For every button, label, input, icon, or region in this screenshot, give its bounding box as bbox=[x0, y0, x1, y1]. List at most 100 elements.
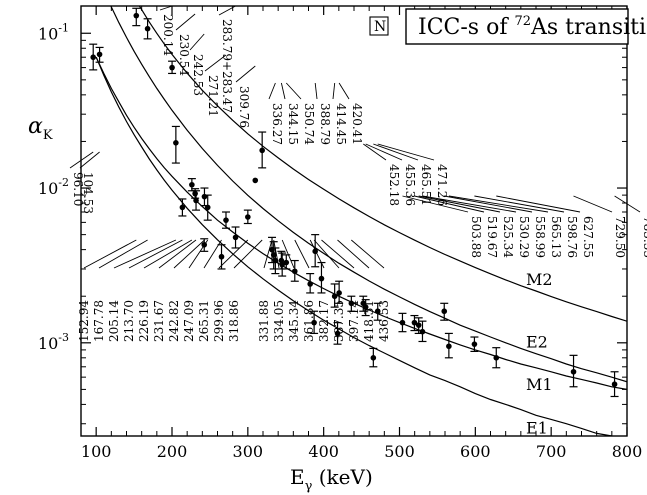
point-marker bbox=[204, 204, 211, 211]
point-marker bbox=[291, 268, 298, 275]
energy-label-lower: 387.35 bbox=[332, 300, 346, 342]
data-point bbox=[410, 314, 419, 332]
leader-line bbox=[280, 82, 286, 100]
energy-label-lower: 152.94 bbox=[77, 300, 91, 342]
corner-badge-text: N bbox=[374, 19, 386, 35]
leader-line bbox=[218, 239, 249, 269]
leader-line bbox=[373, 143, 419, 161]
point-marker bbox=[283, 259, 290, 266]
data-point bbox=[418, 320, 427, 343]
data-point bbox=[132, 7, 141, 27]
point-marker bbox=[96, 51, 103, 58]
energy-label-lower: 167.78 bbox=[92, 300, 106, 342]
data-point bbox=[143, 18, 152, 40]
leader-line bbox=[313, 239, 340, 269]
data-point bbox=[258, 131, 267, 169]
data-point bbox=[317, 261, 326, 294]
energy-label-upper: 200.14 bbox=[161, 14, 175, 56]
energy-label-lower: 231.67 bbox=[152, 300, 166, 342]
data-point bbox=[398, 312, 407, 333]
data-point bbox=[335, 280, 344, 304]
point-marker bbox=[179, 204, 186, 211]
y-tick-label: 10-1 bbox=[38, 21, 69, 43]
point-marker bbox=[232, 234, 239, 241]
leader-line bbox=[285, 82, 302, 100]
axes: 100 200 300 400 500 600 700 800 10-1 10-2 10-3 bbox=[38, 5, 642, 461]
point-marker bbox=[218, 253, 225, 260]
point-marker bbox=[133, 12, 140, 19]
y-tick-label: 10-3 bbox=[38, 331, 69, 353]
energy-label-upper: 455.36 bbox=[403, 164, 417, 206]
point-marker bbox=[201, 241, 208, 248]
data-point bbox=[306, 273, 315, 294]
energy-label-upper: 344.15 bbox=[286, 103, 300, 145]
curve-label-m2: M2 bbox=[526, 270, 553, 289]
leader-line bbox=[175, 13, 196, 31]
energy-label-lower: 265.31 bbox=[197, 300, 211, 342]
data-point bbox=[231, 226, 240, 249]
point-marker bbox=[611, 381, 618, 388]
data-point bbox=[440, 302, 449, 321]
leader-line bbox=[233, 239, 263, 269]
data-point bbox=[171, 125, 180, 164]
point-marker bbox=[252, 177, 259, 184]
energy-label-lower: 213.70 bbox=[122, 300, 136, 342]
leader-line bbox=[281, 239, 295, 269]
energy-label-upper: 336.27 bbox=[270, 103, 284, 145]
point-marker bbox=[312, 248, 318, 255]
leader-line bbox=[158, 239, 197, 269]
data-point bbox=[347, 295, 356, 312]
point-marker bbox=[415, 322, 422, 328]
point-marker bbox=[223, 217, 229, 223]
energy-label-lower: 242.82 bbox=[167, 300, 181, 342]
point-marker bbox=[331, 293, 338, 300]
point-marker bbox=[90, 54, 97, 61]
point-marker bbox=[370, 355, 377, 361]
data-point bbox=[311, 234, 320, 268]
point-marker bbox=[192, 190, 198, 197]
data-point bbox=[333, 322, 342, 345]
data-point bbox=[330, 283, 339, 308]
point-marker bbox=[336, 290, 342, 296]
leader-line bbox=[377, 143, 435, 161]
energy-label-upper: 420.41 bbox=[350, 103, 364, 145]
point-marker bbox=[307, 281, 313, 287]
data-point bbox=[282, 254, 291, 270]
energy-label-upper: 271.21 bbox=[206, 75, 220, 117]
x-tick-label: 500 bbox=[384, 442, 415, 461]
data-point bbox=[217, 244, 226, 270]
curve-m2 bbox=[138, 6, 627, 322]
leader-line bbox=[263, 239, 273, 269]
data-point bbox=[310, 310, 319, 335]
energy-label-upper: 309.76 bbox=[237, 86, 251, 128]
leader-line bbox=[332, 82, 336, 100]
x-tick-label: 400 bbox=[308, 442, 339, 461]
energy-label-lower: 299.96 bbox=[212, 300, 226, 342]
point-marker bbox=[399, 319, 406, 326]
energy-label-upper: 627.55 bbox=[581, 216, 595, 258]
energy-label-upper: 503.88 bbox=[469, 216, 483, 258]
energy-label-upper: 783.55 bbox=[641, 216, 647, 258]
data-point bbox=[290, 259, 299, 282]
data-point bbox=[492, 347, 501, 369]
data-point bbox=[252, 177, 259, 184]
point-marker bbox=[334, 330, 341, 337]
energy-label-upper: 530.29 bbox=[517, 216, 531, 258]
energy-label-upper: 414.45 bbox=[334, 103, 348, 145]
leader-line bbox=[496, 195, 581, 213]
point-marker bbox=[173, 139, 179, 146]
energy-label-upper: 388.79 bbox=[318, 103, 332, 145]
leader-line bbox=[365, 143, 403, 161]
data-point bbox=[470, 336, 479, 353]
curve-label-e1: E1 bbox=[526, 418, 548, 437]
point-marker bbox=[446, 343, 452, 350]
point-marker bbox=[311, 319, 317, 326]
leader-line bbox=[294, 239, 310, 269]
leader-line bbox=[128, 239, 183, 269]
corner-badge: N bbox=[369, 16, 389, 36]
energy-label-upper: 230.54 bbox=[177, 34, 191, 76]
curve-m1 bbox=[95, 56, 627, 390]
point-marker bbox=[272, 257, 279, 264]
